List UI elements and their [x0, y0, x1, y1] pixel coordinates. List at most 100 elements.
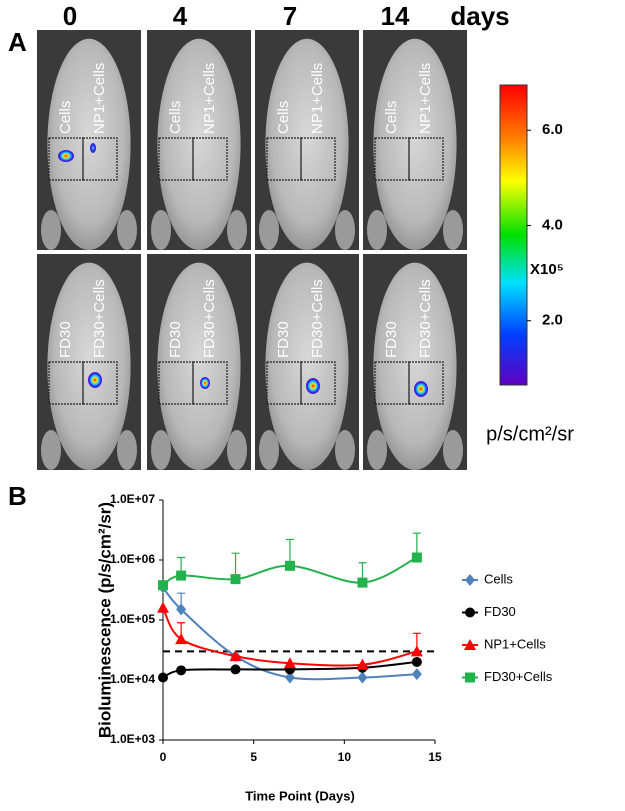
- roi-label: FD30: [383, 321, 400, 358]
- legend-marker: [465, 672, 475, 683]
- roi-label: FD30+Cells: [201, 279, 218, 358]
- mouse-leg: [151, 210, 171, 250]
- signal-spot: [306, 378, 320, 394]
- mouse-leg: [367, 210, 387, 250]
- mouse-leg: [227, 430, 247, 470]
- roi-box: [408, 361, 444, 405]
- marker: [158, 580, 168, 591]
- roi-box: [300, 361, 336, 405]
- marker: [176, 603, 187, 616]
- marker: [284, 671, 295, 684]
- marker: [157, 601, 169, 613]
- mouse-leg: [227, 210, 247, 250]
- mouse-body: [47, 262, 131, 470]
- roi-box: [192, 361, 228, 405]
- mouse-leg: [151, 430, 171, 470]
- marker: [411, 668, 422, 681]
- roi-label: Cells: [167, 101, 184, 134]
- mouse-body: [157, 262, 241, 470]
- marker: [283, 657, 296, 669]
- roi-label: FD30: [167, 321, 184, 358]
- marker: [230, 574, 241, 585]
- legend-label: NP1+Cells: [484, 636, 546, 651]
- days-unit: days: [450, 1, 509, 31]
- x-tick-label: 5: [250, 750, 257, 764]
- mouse-leg: [41, 430, 61, 470]
- colorbar-multiplier: X10⁵: [530, 261, 564, 278]
- roi-label: FD30: [57, 321, 74, 358]
- y-tick-label: 1.0E+03: [110, 732, 155, 746]
- colorbar-tick-label: 4.0: [542, 216, 563, 233]
- marker: [158, 672, 168, 683]
- roi-label: NP1+Cells: [417, 63, 434, 134]
- colorbar-tick-label: 6.0: [542, 121, 563, 138]
- y-tick-label: 1.0E+04: [110, 672, 155, 686]
- marker: [411, 656, 422, 667]
- legend-marker: [465, 607, 475, 618]
- series: [157, 601, 423, 670]
- series: [158, 532, 422, 591]
- signal-spot: [414, 381, 428, 397]
- roi-box: [300, 137, 336, 181]
- roi-label: NP1+Cells: [201, 63, 218, 134]
- y-tick-label: 1.0E+06: [110, 552, 155, 566]
- roi-label: FD30: [275, 321, 292, 358]
- mouse-body: [265, 38, 349, 251]
- marker: [230, 664, 241, 675]
- signal-spot: [58, 150, 74, 162]
- roi-label: NP1+Cells: [309, 63, 326, 134]
- mouse-body: [373, 38, 457, 251]
- y-tick-label: 1.0E+07: [110, 492, 155, 506]
- colorbar-unit: p/s/cm²/sr: [486, 423, 574, 445]
- mouse-leg: [259, 210, 279, 250]
- mouse-leg: [117, 210, 137, 250]
- roi-label: FD30+Cells: [417, 279, 434, 358]
- roi-label: FD30+Cells: [91, 279, 108, 358]
- signal-spot: [90, 143, 96, 153]
- y-tick-label: 1.0E+05: [110, 612, 155, 626]
- marker: [229, 650, 242, 662]
- x-tick-label: 15: [428, 750, 442, 764]
- roi-label: NP1+Cells: [91, 63, 108, 134]
- roi-box: [408, 137, 444, 181]
- legend-label: Cells: [484, 571, 513, 586]
- mouse-leg: [117, 430, 137, 470]
- x-tick-label: 10: [338, 750, 352, 764]
- mouse-leg: [335, 210, 355, 250]
- mouse-body: [373, 262, 457, 470]
- marker: [176, 665, 187, 676]
- colorbar-tick-label: 2.0: [542, 312, 563, 329]
- day-label: 14: [381, 1, 410, 31]
- marker: [357, 671, 368, 684]
- mouse-leg: [367, 430, 387, 470]
- roi-label: Cells: [275, 101, 292, 134]
- mouse-body: [265, 262, 349, 470]
- marker: [284, 560, 295, 571]
- mouse-leg: [443, 430, 463, 470]
- panel-label: A: [8, 27, 27, 57]
- mouse-leg: [443, 210, 463, 250]
- marker: [357, 577, 368, 588]
- day-label: 0: [63, 1, 77, 31]
- x-tick-label: 0: [160, 750, 167, 764]
- y-axis-title: Bioluminescence (p/s/cm²/sr): [95, 502, 114, 738]
- roi-box: [82, 137, 118, 181]
- day-label: 7: [283, 1, 297, 31]
- mouse-leg: [335, 430, 355, 470]
- signal-spot: [88, 372, 102, 388]
- mouse-leg: [259, 430, 279, 470]
- colorbar: [499, 84, 528, 386]
- legend-label: FD30: [484, 604, 516, 619]
- legend-marker: [465, 574, 475, 586]
- mouse-leg: [41, 210, 61, 250]
- x-axis-title: Time Point (Days): [245, 788, 355, 803]
- roi-label: Cells: [57, 101, 74, 134]
- panel-label: B: [8, 481, 27, 511]
- marker: [411, 552, 422, 563]
- mouse-body: [47, 38, 131, 251]
- legend-marker: [464, 639, 476, 650]
- legend-label: FD30+Cells: [484, 669, 553, 684]
- series-line: [162, 607, 418, 667]
- marker: [175, 633, 188, 645]
- mouse-body: [157, 38, 241, 251]
